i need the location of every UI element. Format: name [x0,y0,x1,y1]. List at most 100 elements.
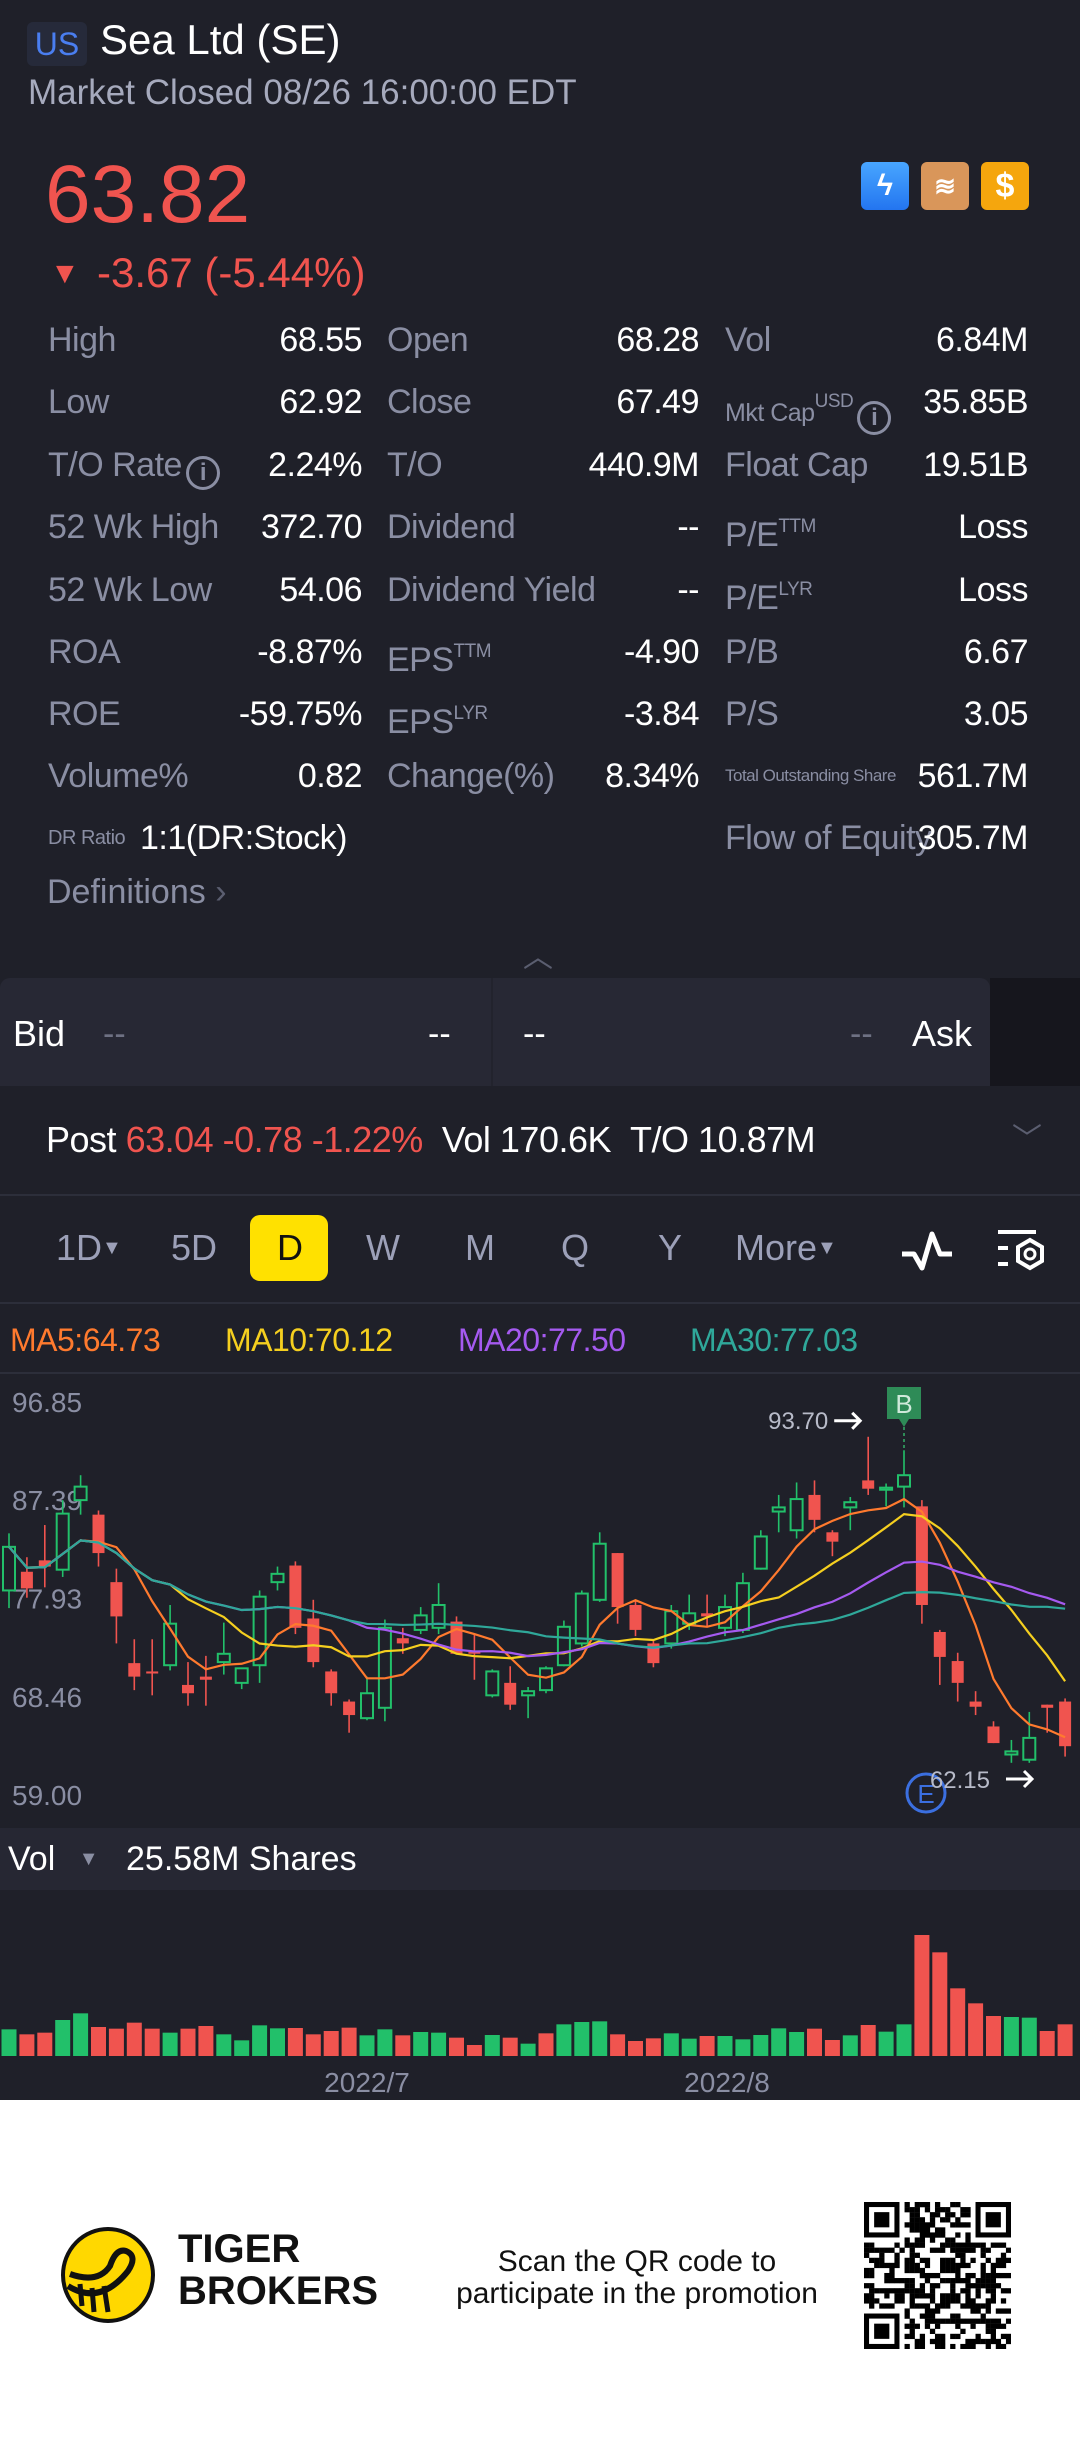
candle-body [431,1603,446,1629]
stat-label-text: High [48,321,116,359]
stat-label: ROA [48,632,121,672]
post-vol-label: Vol [441,1119,491,1160]
y-tick-label: 77.93 [12,1583,82,1614]
candle-body [592,1542,607,1601]
stat-value: 35.85B [923,383,1028,421]
lightning-level1-icon[interactable]: ϟ [861,162,909,210]
tab-w[interactable]: W [366,1227,400,1268]
volume-bar [252,2025,268,2056]
candle [110,1568,123,1644]
candle [234,1667,249,1690]
ask-label: Ask [912,1013,973,1054]
volume-bar [377,2029,393,2056]
stat-label: Close [387,382,472,422]
candle [879,1483,894,1507]
stat-label-text: P/S [725,695,779,733]
volume-bar [824,2040,840,2056]
volume-bar [144,2028,160,2056]
candle [413,1607,428,1635]
candle-body [826,1532,839,1542]
tab-y[interactable]: Y [658,1227,683,1268]
expand-chevron-down-icon[interactable]: ﹀ [1012,1123,1042,1156]
collapse-chevron-up-icon[interactable]: ︿ [523,941,553,974]
info-icon[interactable]: i [185,456,220,490]
divider [0,1302,1080,1304]
triangle-down-icon: ▼ [50,257,80,290]
candlestick-chart[interactable]: 96.85 87.39 77.93 68.46 59.00 93.70 B E62.15 [0,1375,1080,1825]
candle-body [38,1560,51,1567]
volume-chart[interactable]: 2022/7 2022/8 [0,1890,1080,2100]
market-status: Market Closed 08/26 16:00:00 EDT [28,73,577,112]
ma-legend-item: MA5:64.73 [10,1322,161,1358]
candle [539,1666,553,1694]
stat-label-text: T/O [387,446,443,484]
candle-body [808,1494,821,1520]
volume-indicator-selector[interactable]: Vol ▼ [8,1838,99,1880]
stat-label-text: EPS [387,641,454,679]
tab-d[interactable]: D [277,1227,303,1268]
volume-bar [681,2038,697,2056]
stat-label-text: ROE [48,695,121,733]
stat-value: -8.87% [257,633,362,671]
candle-body [664,1610,679,1645]
stat-label-text: T/O Rate [48,446,182,484]
arrow-right-icon [834,1411,863,1430]
stat-value: 54.06 [279,571,362,609]
post-market-row[interactable]: Post 63.04 -0.78 -1.22% Vol 170.6K T/O 1… [46,1117,816,1163]
y-tick-label: 87.39 [12,1485,82,1516]
dollar-icon[interactable]: $ [981,162,1029,210]
candle [826,1530,839,1557]
stat-value: -3.84 [624,695,700,733]
definitions-link[interactable]: Definitions › [47,872,227,912]
volume-bar [180,2028,196,2056]
stat-label: EPSTTM [387,632,492,680]
stat-label-text: P/E [725,516,779,554]
stat-label-text: Vol [725,321,771,359]
layers-a-icon[interactable]: ≋ [921,162,969,210]
candle [521,1687,536,1719]
candle-body [1004,1750,1019,1756]
stat-label: 52 Wk Low [48,570,212,610]
indicator-icon[interactable] [900,1228,954,1272]
earnings-marker[interactable]: E [905,1772,947,1814]
candle [289,1561,302,1635]
volume-bar [878,2031,894,2056]
candle [556,1620,571,1667]
volume-bar [1021,2017,1037,2056]
tab-more[interactable]: More▼ [735,1227,837,1268]
stat-label-text: Change(%) [387,757,555,795]
volume-bar [216,2034,232,2056]
price-change: -3.67 (-5.44%) [97,249,366,296]
stat-label: Change(%) [387,756,555,796]
tab-q[interactable]: Q [561,1227,590,1268]
volume-bar [19,2034,35,2056]
chart-settings-icon[interactable] [996,1228,1046,1272]
tab-1d[interactable]: 1D▼ [56,1227,122,1268]
stat-label: Open [387,320,469,360]
candle-body [1059,1701,1072,1747]
stat-label-text: Volume% [48,757,189,795]
volume-bar [735,2039,751,2056]
volume-bar [914,1935,930,2056]
bid-price: -- [103,1015,126,1053]
tab-5d[interactable]: 5D [171,1227,218,1268]
tab-m[interactable]: M [465,1227,495,1268]
stat-value: 68.28 [616,321,699,359]
buy-marker[interactable]: B [887,1387,921,1451]
candle-body [915,1506,928,1605]
volume-bar [842,2035,858,2056]
volume-bar [502,2037,518,2056]
volume-bar [37,2032,53,2056]
stat-label-text: 52 Wk High [48,508,219,546]
low-annotation: 62.15 [930,1767,990,1794]
caret-down-icon: ▼ [102,1237,122,1259]
stat-value: 6.67 [963,633,1029,671]
qr-code[interactable] [864,2202,1011,2349]
volume-bar [1039,2031,1055,2056]
candle [377,1619,392,1722]
info-icon[interactable]: i [857,401,892,435]
y-tick-label: 68.46 [12,1682,82,1713]
volume-label: Vol [8,1840,56,1878]
volume-bar [466,2045,482,2056]
post-to-label: T/O [630,1119,689,1160]
